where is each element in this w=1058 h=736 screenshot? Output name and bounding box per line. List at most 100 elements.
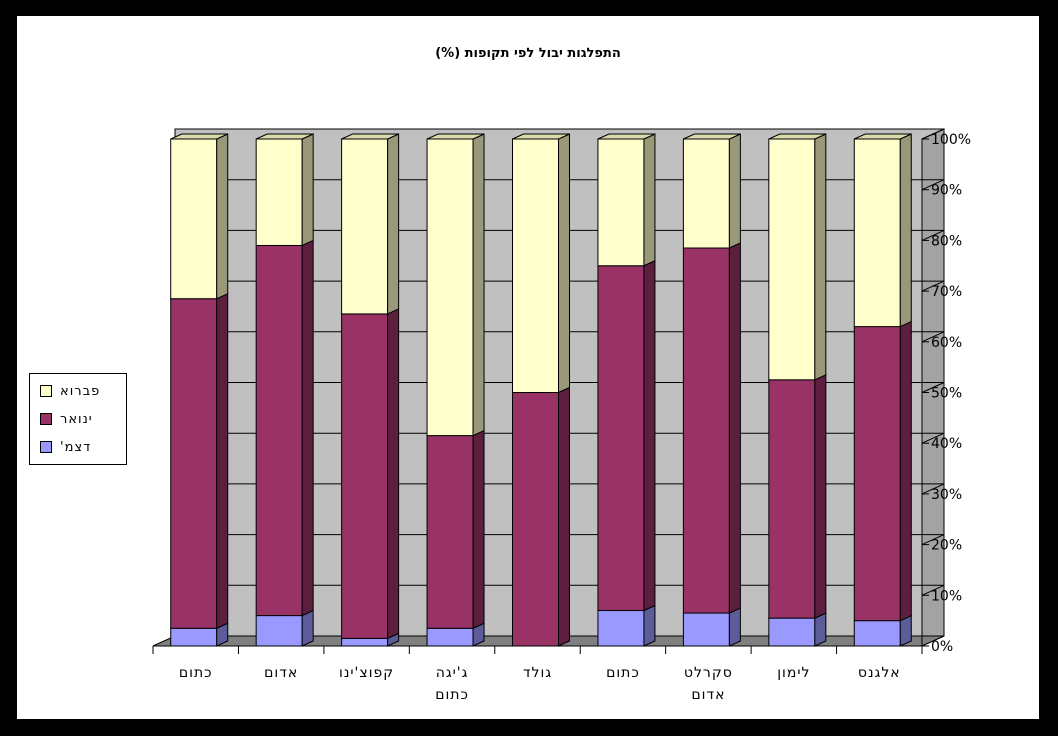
bar-top	[768, 133, 827, 140]
bar-segment	[170, 627, 218, 647]
y-tick-label: 10%	[931, 588, 962, 604]
y-tick-label: 0%	[931, 639, 953, 655]
y-tick-label: 50%	[931, 386, 962, 402]
bar-segment	[255, 615, 303, 647]
bar-segment-side	[814, 612, 827, 647]
x-tick-label: סקרלט	[684, 665, 733, 681]
bar-segment	[170, 298, 218, 629]
legend-swatch	[40, 441, 52, 453]
bar-segment-side	[301, 133, 314, 247]
x-tick-label: לימון	[777, 665, 810, 681]
bar-segment-side	[558, 133, 570, 394]
bar-top	[597, 133, 656, 140]
bar-segment-side	[216, 292, 229, 630]
bar-segment	[426, 435, 474, 629]
bar-segment-side	[814, 374, 827, 619]
gridline-side	[921, 128, 945, 140]
x-tick-label: כתום	[179, 665, 213, 681]
gridline-side	[921, 432, 945, 444]
bar-segment	[682, 612, 730, 647]
legend-label: ינואר	[60, 411, 93, 427]
bar-segment-side	[472, 429, 485, 630]
bar-segment	[426, 627, 474, 647]
bar-top	[170, 133, 228, 140]
bar-segment-side	[301, 239, 314, 617]
gridline-side	[921, 229, 945, 241]
y-tick-label: 90%	[931, 183, 962, 199]
bar-segment-side	[387, 308, 400, 640]
y-tick-label: 30%	[931, 487, 962, 503]
legend-swatch	[40, 413, 52, 425]
bar-segment-side	[216, 133, 229, 300]
x-tick-label: ג'יגה	[436, 665, 469, 681]
legend-item: דצמ'	[40, 438, 91, 456]
bar-segment	[853, 138, 901, 328]
x-tick-label: אדום	[264, 665, 298, 681]
bar-segment	[426, 138, 474, 437]
bar-segment	[682, 138, 730, 249]
legend-swatch	[40, 385, 52, 397]
bar-segment	[768, 138, 816, 381]
gridline-side	[921, 534, 945, 546]
bar-segment-side	[728, 607, 741, 647]
bar-segment	[597, 138, 645, 267]
bar-segment	[170, 138, 218, 300]
bar-segment	[512, 392, 559, 647]
bar-segment	[768, 379, 816, 619]
bar-segment-side	[301, 609, 314, 647]
y-tick-label: 60%	[931, 335, 962, 351]
bar-top	[255, 133, 314, 140]
bar-segment	[341, 637, 389, 647]
bar-segment-side	[558, 386, 570, 647]
bar-top	[683, 133, 741, 140]
bar-segment-side	[643, 133, 656, 267]
bar-top	[512, 133, 570, 140]
bar-segment-side	[814, 133, 827, 381]
x-tick-label: אלגנס	[858, 665, 901, 681]
bar-segment-side	[643, 259, 656, 612]
bar-segment-side	[472, 133, 485, 437]
y-tick-label: 100%	[931, 132, 971, 148]
bar-segment	[255, 244, 303, 617]
y-tick-label: 20%	[931, 538, 962, 554]
bar-segment	[853, 620, 901, 647]
y-tick-label: 40%	[931, 436, 962, 452]
legend: פברוא ינואר דצמ'	[29, 373, 127, 465]
bar-top	[426, 133, 485, 140]
bar-segment-side	[899, 320, 912, 622]
y-tick-label: 80%	[931, 233, 962, 249]
chart-frame: התפלגות יבול לפי תקופות (%) 0% 10% 20% 30% 4…	[13, 12, 1043, 723]
bar-segment	[597, 610, 645, 647]
legend-label: פברוא	[60, 383, 101, 399]
gridline-side	[921, 280, 945, 292]
bar-segment	[597, 265, 645, 612]
bar-segment	[512, 138, 559, 393]
gridline-side	[921, 483, 945, 495]
bar-segment	[255, 138, 303, 246]
gridline-side	[921, 179, 945, 191]
bar-segment-side	[728, 242, 741, 614]
bar-segment	[853, 326, 901, 622]
bar-segment-side	[387, 133, 400, 315]
chart-title: התפלגות יבול לפי תקופות (%)	[435, 46, 621, 61]
y-tick-label: 70%	[931, 284, 962, 300]
gridline-side	[921, 331, 945, 343]
gridline-side	[921, 584, 945, 596]
legend-label: דצמ'	[60, 439, 92, 455]
bar-segment	[341, 313, 389, 639]
bar-segment-side	[899, 133, 912, 328]
bar-segment	[768, 617, 816, 647]
x-tick-label: כתום	[435, 687, 469, 703]
x-tick-label: אדום	[691, 687, 725, 703]
x-tick-label: קפוצ'ינו	[339, 665, 394, 681]
bar-segment-side	[643, 604, 656, 647]
legend-item: ינואר	[40, 410, 93, 428]
bar-segment	[341, 138, 389, 315]
x-tick-label: כתום	[606, 665, 640, 681]
x-tick-label: גולד	[523, 665, 552, 681]
bar-segment-side	[728, 133, 741, 249]
bar-top	[854, 133, 912, 140]
chart-plot: 0% 10% 20% 30% 40% 50% 60% 70% 80% 90% 100% אלגנס לי…	[152, 128, 971, 703]
gridline-side	[921, 382, 945, 393]
bar-top	[341, 133, 399, 140]
